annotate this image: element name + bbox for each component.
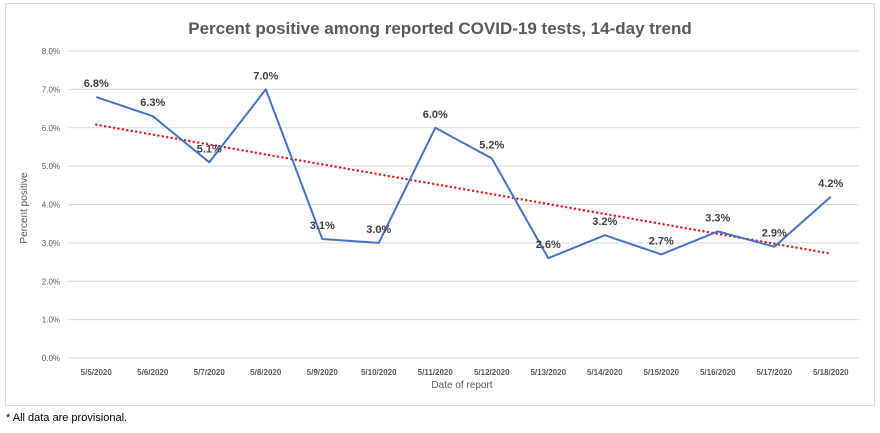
x-tick-label: 5/17/2020 (756, 368, 792, 377)
y-tick-label: 5.0% (42, 162, 60, 171)
x-tick-label: 5/9/2020 (307, 368, 339, 377)
data-label: 5.2% (479, 139, 504, 151)
x-tick-label: 5/6/2020 (137, 368, 169, 377)
data-label: 6.8% (84, 78, 109, 90)
x-tick-label: 5/18/2020 (813, 368, 849, 377)
data-label: 6.0% (423, 109, 448, 121)
series-line (95, 88, 832, 260)
x-axis-title: Date of report (431, 380, 492, 391)
data-label: 3.0% (366, 224, 391, 236)
chart-title: Percent positive among reported COVID-19… (188, 19, 692, 38)
y-axis-ticks: 0.0% 1.0% 2.0% 3.0% 4.0% 5.0% 6.0% 7.0% 8.0% (42, 47, 60, 363)
y-tick-label: 7.0% (42, 85, 60, 94)
x-tick-label: 5/8/2020 (250, 368, 282, 377)
data-label: 2.9% (762, 228, 787, 240)
y-tick-label: 1.0% (42, 316, 60, 325)
x-tick-label: 5/14/2020 (587, 368, 623, 377)
data-label: 3.3% (705, 212, 730, 224)
y-tick-label: 6.0% (42, 124, 60, 133)
y-tick-label: 3.0% (42, 239, 60, 248)
footnote: * All data are provisional. (6, 412, 128, 424)
data-label: 7.0% (253, 70, 278, 82)
data-label: 6.3% (140, 97, 165, 109)
data-label: 3.2% (592, 216, 617, 228)
chart-frame: Percent positive among reported COVID-19… (5, 3, 875, 406)
x-tick-label: 5/7/2020 (194, 368, 226, 377)
trendline (95, 123, 832, 255)
gridlines (68, 50, 859, 359)
x-tick-label: 5/10/2020 (361, 368, 397, 377)
data-label: 2.6% (536, 239, 561, 251)
y-tick-label: 2.0% (42, 277, 60, 286)
y-tick-label: 0.0% (42, 354, 60, 363)
x-tick-label: 5/11/2020 (418, 368, 454, 377)
x-tick-label: 5/12/2020 (474, 368, 510, 377)
x-axis-ticks: 5/5/2020 5/6/2020 5/7/2020 5/8/2020 5/9/2020… (81, 368, 849, 377)
x-tick-label: 5/15/2020 (643, 368, 679, 377)
y-tick-label: 8.0% (42, 47, 60, 56)
trendline-layer (95, 123, 832, 255)
x-tick-label: 5/5/2020 (81, 368, 113, 377)
x-tick-label: 5/16/2020 (700, 368, 736, 377)
data-label: 2.7% (649, 235, 674, 247)
data-labels: 6.8% 6.3% 5.1% 7.0% 3.1% 3.0% 6.0% 5.2% 2.6% 3.2%… (84, 70, 844, 251)
line-chart: Percent positive among reported COVID-19… (19, 19, 859, 391)
data-label: 4.2% (818, 178, 843, 190)
series-layer (95, 88, 832, 260)
y-axis-title: Percent positive (19, 172, 30, 244)
data-label: 3.1% (310, 220, 335, 232)
y-tick-label: 4.0% (42, 201, 60, 210)
data-label: 5.1% (197, 143, 222, 155)
x-tick-label: 5/13/2020 (530, 368, 566, 377)
